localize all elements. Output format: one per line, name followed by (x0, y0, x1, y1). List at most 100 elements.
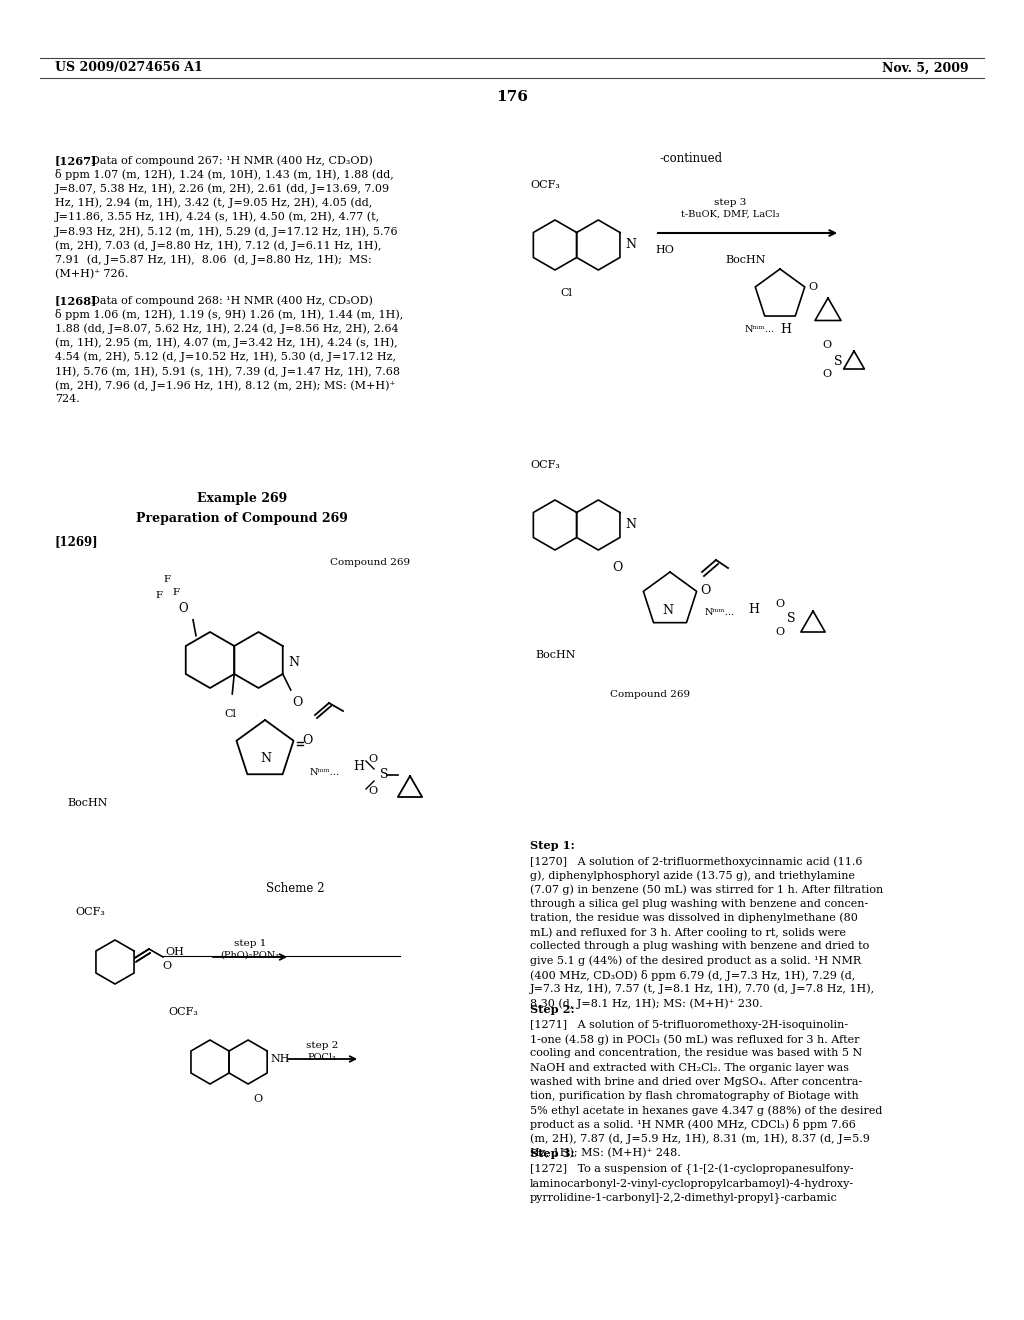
Text: BocHN: BocHN (725, 255, 766, 265)
Text: N: N (626, 239, 636, 252)
Text: step 2: step 2 (306, 1041, 338, 1049)
Text: (PhO)₂PON₃: (PhO)₂PON₃ (220, 950, 280, 960)
Text: Step 3:: Step 3: (530, 1148, 574, 1159)
Text: 7.91  (d, J=5.87 Hz, 1H),  8.06  (d, J=8.80 Hz, 1H);  MS:: 7.91 (d, J=5.87 Hz, 1H), 8.06 (d, J=8.80… (55, 255, 372, 265)
Text: S: S (380, 768, 388, 781)
Text: Data of compound 267: ¹H NMR (400 Hz, CD₃OD): Data of compound 267: ¹H NMR (400 Hz, CD… (90, 154, 373, 165)
Text: -continued: -continued (660, 152, 723, 165)
Text: O: O (368, 754, 377, 764)
Text: Hz, 1H), 2.94 (m, 1H), 3.42 (t, J=9.05 Hz, 2H), 4.05 (dd,: Hz, 1H), 2.94 (m, 1H), 3.42 (t, J=9.05 H… (55, 198, 373, 209)
Text: US 2009/0274656 A1: US 2009/0274656 A1 (55, 62, 203, 74)
Text: O: O (775, 599, 784, 609)
Text: H: H (748, 603, 759, 616)
Text: J=8.07, 5.38 Hz, 1H), 2.26 (m, 2H), 2.61 (dd, J=13.69, 7.09: J=8.07, 5.38 Hz, 1H), 2.26 (m, 2H), 2.61… (55, 183, 390, 194)
Text: (M+H)⁺ 726.: (M+H)⁺ 726. (55, 268, 128, 279)
Text: H: H (780, 323, 791, 337)
Text: 1.88 (dd, J=8.07, 5.62 Hz, 1H), 2.24 (d, J=8.56 Hz, 2H), 2.64: 1.88 (dd, J=8.07, 5.62 Hz, 1H), 2.24 (d,… (55, 323, 398, 334)
Text: Compound 269: Compound 269 (610, 690, 690, 700)
Text: Scheme 2: Scheme 2 (266, 882, 325, 895)
Text: J=8.93 Hz, 2H), 5.12 (m, 1H), 5.29 (d, J=17.12 Hz, 1H), 5.76: J=8.93 Hz, 2H), 5.12 (m, 1H), 5.29 (d, J… (55, 226, 398, 236)
Text: cooling and concentration, the residue was based with 5 N: cooling and concentration, the residue w… (530, 1048, 862, 1059)
Text: Example 269: Example 269 (197, 492, 287, 506)
Text: 8.30 (d, J=8.1 Hz, 1H); MS: (M+H)⁺ 230.: 8.30 (d, J=8.1 Hz, 1H); MS: (M+H)⁺ 230. (530, 998, 763, 1008)
Text: O: O (293, 696, 303, 709)
Text: 1H), 5.76 (m, 1H), 5.91 (s, 1H), 7.39 (d, J=1.47 Hz, 1H), 7.68: 1H), 5.76 (m, 1H), 5.91 (s, 1H), 7.39 (d… (55, 366, 400, 376)
Text: N: N (626, 519, 636, 532)
Text: 5% ethyl acetate in hexanes gave 4.347 g (88%) of the desired: 5% ethyl acetate in hexanes gave 4.347 g… (530, 1105, 883, 1115)
Text: OCF₃: OCF₃ (168, 1007, 198, 1016)
Text: (m, 2H), 7.03 (d, J=8.80 Hz, 1H), 7.12 (d, J=6.11 Hz, 1H),: (m, 2H), 7.03 (d, J=8.80 Hz, 1H), 7.12 (… (55, 240, 382, 251)
Text: O: O (808, 282, 817, 292)
Text: OCF₃: OCF₃ (530, 459, 560, 470)
Text: O: O (178, 602, 187, 615)
Text: POCl₃: POCl₃ (307, 1053, 337, 1063)
Text: Step 1:: Step 1: (530, 840, 574, 851)
Text: Nᵐᵐ...: Nᵐᵐ... (745, 325, 775, 334)
Text: O: O (368, 785, 377, 796)
Text: Nᵐᵐ...: Nᵐᵐ... (310, 768, 340, 777)
Text: [1272]   To a suspension of {1-[2-(1-cyclopropanesulfony-: [1272] To a suspension of {1-[2-(1-cyclo… (530, 1164, 853, 1175)
Text: OCF₃: OCF₃ (530, 180, 560, 190)
Text: S: S (834, 355, 843, 368)
Text: BocHN: BocHN (535, 649, 575, 660)
Text: Nᵐᵐ...: Nᵐᵐ... (705, 609, 735, 616)
Text: (400 MHz, CD₃OD) δ ppm 6.79 (d, J=7.3 Hz, 1H), 7.29 (d,: (400 MHz, CD₃OD) δ ppm 6.79 (d, J=7.3 Hz… (530, 970, 855, 981)
Text: H: H (353, 760, 364, 774)
Text: washed with brine and dried over MgSO₄. After concentra-: washed with brine and dried over MgSO₄. … (530, 1077, 862, 1086)
Text: S: S (787, 611, 796, 624)
Text: g), diphenylphosphoryl azide (13.75 g), and triethylamine: g), diphenylphosphoryl azide (13.75 g), … (530, 870, 855, 880)
Text: Nov. 5, 2009: Nov. 5, 2009 (883, 62, 969, 74)
Text: J=7.3 Hz, 1H), 7.57 (t, J=8.1 Hz, 1H), 7.70 (d, J=7.8 Hz, 1H),: J=7.3 Hz, 1H), 7.57 (t, J=8.1 Hz, 1H), 7… (530, 983, 876, 994)
Text: Compound 269: Compound 269 (330, 558, 410, 568)
Text: (m, 2H), 7.96 (d, J=1.96 Hz, 1H), 8.12 (m, 2H); MS: (M+H)⁺: (m, 2H), 7.96 (d, J=1.96 Hz, 1H), 8.12 (… (55, 380, 395, 391)
Text: 1-one (4.58 g) in POCl₃ (50 mL) was refluxed for 3 h. After: 1-one (4.58 g) in POCl₃ (50 mL) was refl… (530, 1034, 859, 1044)
Text: Step 2:: Step 2: (530, 1005, 574, 1015)
Text: [1268]: [1268] (55, 294, 97, 306)
Text: NH: NH (270, 1053, 290, 1064)
Text: Hz, 1H); MS: (M+H)⁺ 248.: Hz, 1H); MS: (M+H)⁺ 248. (530, 1148, 681, 1158)
Text: O: O (700, 583, 711, 597)
Text: through a silica gel plug washing with benzene and concen-: through a silica gel plug washing with b… (530, 899, 868, 908)
Text: O: O (822, 370, 831, 379)
Text: [1270]   A solution of 2-trifluormethoxycinnamic acid (11.6: [1270] A solution of 2-trifluormethoxyci… (530, 855, 862, 866)
Text: O: O (775, 627, 784, 638)
Text: BocHN: BocHN (67, 799, 108, 808)
Text: pyrrolidine-1-carbonyl]-2,2-dimethyl-propyl}-carbamic: pyrrolidine-1-carbonyl]-2,2-dimethyl-pro… (530, 1192, 838, 1204)
Text: OCF₃: OCF₃ (75, 907, 104, 917)
Text: J=11.86, 3.55 Hz, 1H), 4.24 (s, 1H), 4.50 (m, 2H), 4.77 (t,: J=11.86, 3.55 Hz, 1H), 4.24 (s, 1H), 4.5… (55, 211, 380, 222)
Text: Data of compound 268: ¹H NMR (400 Hz, CD₃OD): Data of compound 268: ¹H NMR (400 Hz, CD… (90, 294, 373, 305)
Text: laminocarbonyl-2-vinyl-cyclopropylcarbamoyl)-4-hydroxy-: laminocarbonyl-2-vinyl-cyclopropylcarbam… (530, 1179, 854, 1189)
Text: O: O (302, 734, 312, 747)
Text: F: F (163, 576, 170, 583)
Text: OH: OH (165, 946, 184, 957)
Text: O: O (822, 341, 831, 350)
Text: Preparation of Compound 269: Preparation of Compound 269 (136, 512, 348, 525)
Text: Cl: Cl (224, 709, 237, 719)
Text: NaOH and extracted with CH₂Cl₂. The organic layer was: NaOH and extracted with CH₂Cl₂. The orga… (530, 1063, 849, 1073)
Text: HO: HO (655, 246, 674, 255)
Text: 176: 176 (496, 90, 528, 104)
Text: give 5.1 g (44%) of the desired product as a solid. ¹H NMR: give 5.1 g (44%) of the desired product … (530, 956, 861, 966)
Text: step 3: step 3 (714, 198, 746, 207)
Text: collected through a plug washing with benzene and dried to: collected through a plug washing with be… (530, 941, 869, 952)
Text: (m, 1H), 2.95 (m, 1H), 4.07 (m, J=3.42 Hz, 1H), 4.24 (s, 1H),: (m, 1H), 2.95 (m, 1H), 4.07 (m, J=3.42 H… (55, 338, 397, 348)
Text: t-BuOK, DMF, LaCl₃: t-BuOK, DMF, LaCl₃ (681, 210, 779, 219)
Text: Cl: Cl (560, 288, 572, 298)
Text: (7.07 g) in benzene (50 mL) was stirred for 1 h. After filtration: (7.07 g) in benzene (50 mL) was stirred … (530, 884, 884, 895)
Text: N: N (260, 751, 271, 764)
Text: [1269]: [1269] (55, 535, 98, 548)
Text: product as a solid. ¹H NMR (400 MHz, CDCl₃) δ ppm 7.66: product as a solid. ¹H NMR (400 MHz, CDC… (530, 1119, 856, 1130)
Text: tration, the residue was dissolved in diphenylmethane (80: tration, the residue was dissolved in di… (530, 913, 858, 924)
Text: N: N (289, 656, 299, 669)
Text: [1267]: [1267] (55, 154, 97, 166)
Text: mL) and refluxed for 3 h. After cooling to rt, solids were: mL) and refluxed for 3 h. After cooling … (530, 927, 846, 937)
Text: N: N (662, 603, 673, 616)
Text: F: F (155, 591, 162, 601)
Text: t-Bu sketch: t-Bu sketch (225, 836, 273, 843)
Text: [1271]   A solution of 5-trifluoromethoxy-2H-isoquinolin-: [1271] A solution of 5-trifluoromethoxy-… (530, 1020, 848, 1030)
Text: F: F (172, 587, 179, 597)
Text: 724.: 724. (55, 395, 80, 404)
Text: tion, purification by flash chromatography of Biotage with: tion, purification by flash chromatograp… (530, 1092, 859, 1101)
Text: O: O (253, 1094, 262, 1104)
Text: step 1: step 1 (233, 939, 266, 948)
